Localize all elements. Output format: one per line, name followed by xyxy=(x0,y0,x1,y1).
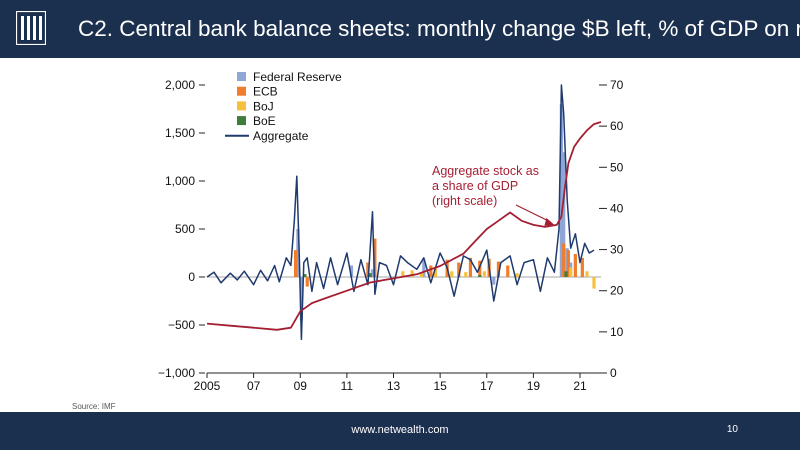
annotation-text: a share of GDP xyxy=(432,179,518,193)
legend-swatch xyxy=(237,72,246,81)
bar-boj xyxy=(569,267,573,277)
aggregate-line xyxy=(206,84,595,341)
bar-boj xyxy=(450,271,454,277)
bar-ecb xyxy=(305,277,309,287)
bar-boj xyxy=(401,271,405,277)
bar-ecb xyxy=(580,257,584,277)
bar-federal-reserve xyxy=(349,265,354,277)
bar-federal-reserve xyxy=(296,229,300,277)
balance-sheet-chart: −1,000 −500 0 500 1,000 1,500 2,000 0 10 20 30 40 50… xyxy=(158,70,624,393)
x-tick-label: 13 xyxy=(387,379,401,393)
bar-ecb xyxy=(457,262,461,277)
x-tick-label: 2005 xyxy=(194,379,221,393)
y-right-tick-label: 50 xyxy=(610,160,624,174)
bar-ecb xyxy=(293,250,298,277)
y-left-tick-label: 500 xyxy=(175,222,195,236)
y-left-tick-label: 0 xyxy=(188,270,195,284)
bar-ecb xyxy=(496,261,501,277)
page-number: 10 xyxy=(726,424,738,435)
y-left-tick-label: −500 xyxy=(168,318,195,332)
x-tick-label: 21 xyxy=(573,379,587,393)
y-right-tick-label: 70 xyxy=(610,78,624,92)
y-right-tick-label: 40 xyxy=(610,201,624,215)
legend-swatch xyxy=(237,116,246,126)
bar-federal-reserve xyxy=(492,277,496,285)
bar-federal-reserve xyxy=(562,152,566,277)
bar-ecb xyxy=(366,262,370,277)
bar-boj xyxy=(482,271,487,277)
slide-title: C2. Central bank balance sheets: monthly… xyxy=(78,16,800,41)
bar-ecb xyxy=(573,253,577,277)
x-tick-label: 09 xyxy=(294,379,308,393)
y-left-tick-label: −1,000 xyxy=(158,366,195,380)
x-tick-label: 19 xyxy=(527,379,541,393)
y-right-tick-label: 20 xyxy=(610,284,624,298)
bar-boe xyxy=(368,273,372,277)
legend-label: Aggregate xyxy=(253,129,309,143)
y-left-tick-label: 1,000 xyxy=(165,174,195,188)
y-left-tick-label: 2,000 xyxy=(165,78,195,92)
y-right-tick-label: 0 xyxy=(610,366,617,380)
bar-boe xyxy=(303,274,307,277)
slide-header: C2. Central bank balance sheets: monthly… xyxy=(0,0,800,58)
x-tick-label: 07 xyxy=(247,379,261,393)
legend-label: BoE xyxy=(253,114,276,128)
bar-boj xyxy=(433,268,438,277)
y-right-tick-label: 10 xyxy=(610,325,624,339)
bar-boj xyxy=(585,271,589,277)
annotation-text: Aggregate stock as xyxy=(432,164,539,178)
legend-label: BoJ xyxy=(253,99,274,113)
annotation-arrowhead xyxy=(544,217,555,226)
bar-federal-reserve xyxy=(370,269,375,277)
bar-boj xyxy=(419,272,424,277)
bar-ecb xyxy=(429,265,433,277)
bar-ecb xyxy=(566,250,570,277)
y-left-tick-label: 1,500 xyxy=(165,126,195,140)
legend-swatch xyxy=(237,86,246,96)
source-note: Source: IMF xyxy=(72,402,116,411)
netwealth-logo-icon xyxy=(16,11,46,45)
bar-ecb xyxy=(562,243,566,277)
x-tick-label: 17 xyxy=(480,379,494,393)
bar-boj xyxy=(592,277,596,289)
bar-boj xyxy=(515,273,519,277)
legend-label: ECB xyxy=(253,85,278,99)
x-tick-label: 11 xyxy=(341,379,354,393)
y-right-tick-label: 30 xyxy=(610,243,624,257)
bar-boj xyxy=(410,270,414,277)
bar-boj xyxy=(464,272,468,277)
bar-ecb xyxy=(373,238,377,277)
stock-share-line xyxy=(206,121,602,331)
slide-footer: www.netwealth.com 10 xyxy=(0,412,800,450)
bar-ecb xyxy=(468,257,473,277)
annotation-arrow xyxy=(515,204,551,223)
bar-boe xyxy=(564,271,568,277)
bar-federal-reserve xyxy=(422,259,426,277)
annotation-text: (right scale) xyxy=(432,194,497,208)
y-right-tick-label: 60 xyxy=(610,119,624,133)
x-tick-label: 15 xyxy=(433,379,447,393)
footer-url[interactable]: www.netwealth.com xyxy=(351,424,449,436)
bar-ecb xyxy=(506,265,510,277)
bar-ecb xyxy=(478,260,482,277)
legend-swatch xyxy=(237,101,246,111)
legend-label: Federal Reserve xyxy=(253,70,342,84)
bar-federal-reserve xyxy=(299,277,304,321)
bar-boe xyxy=(478,275,482,277)
bar-federal-reserve xyxy=(559,104,563,277)
